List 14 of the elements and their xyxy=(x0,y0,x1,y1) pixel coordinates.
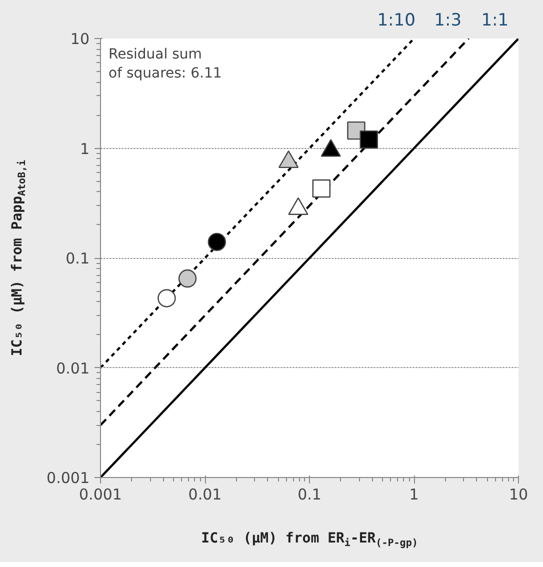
x-tick-label: 1 xyxy=(409,486,419,504)
annotation: 1:10 xyxy=(377,10,416,30)
annotation: 1:1 xyxy=(481,10,509,30)
y-axis-title: IC₅₀ (µM) from PappAtoB,i xyxy=(10,160,28,356)
x-tick-label: 10 xyxy=(508,486,528,504)
y-tick-label: 0.1 xyxy=(66,250,90,268)
y-tick-label: 0.01 xyxy=(56,359,90,378)
y-tick-label: 0.001 xyxy=(46,469,90,487)
x-tick-label: 0.1 xyxy=(298,486,322,504)
x-tick-label: 0.01 xyxy=(188,486,222,504)
y-tick-label: 10 xyxy=(70,30,90,48)
y-tick-label: 1 xyxy=(80,140,90,158)
annotation: 1:3 xyxy=(434,10,462,30)
annotation: Residual sum of squares: 6.11 xyxy=(108,46,222,82)
